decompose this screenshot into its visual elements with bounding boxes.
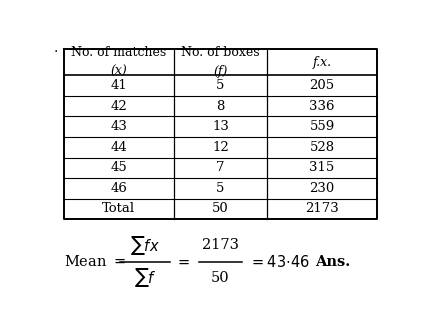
Text: 5: 5 <box>216 79 224 92</box>
Text: 559: 559 <box>310 120 335 133</box>
Text: 50: 50 <box>211 271 230 285</box>
Text: Mean $=$: Mean $=$ <box>64 254 126 269</box>
Text: 50: 50 <box>212 202 229 215</box>
Text: f.x.: f.x. <box>313 56 332 69</box>
Text: 45: 45 <box>111 161 127 174</box>
Text: $=$: $=$ <box>175 255 191 269</box>
Text: No. of matches: No. of matches <box>71 46 166 59</box>
Text: 42: 42 <box>111 100 127 113</box>
Text: (f): (f) <box>213 65 227 78</box>
Text: 41: 41 <box>111 79 127 92</box>
Text: 336: 336 <box>309 100 335 113</box>
Text: $\sum$$\mathit{fx}$: $\sum$$\mathit{fx}$ <box>130 234 160 257</box>
Text: 2173: 2173 <box>202 239 239 253</box>
Text: 2173: 2173 <box>305 202 339 215</box>
Text: 528: 528 <box>310 141 335 154</box>
Text: No. of boxes: No. of boxes <box>181 46 260 59</box>
Text: 7: 7 <box>216 161 224 174</box>
Text: 230: 230 <box>310 182 335 195</box>
Text: $= 43{\cdot}46$: $= 43{\cdot}46$ <box>249 254 310 270</box>
Text: 8: 8 <box>216 100 224 113</box>
Text: 46: 46 <box>111 182 127 195</box>
Text: 5: 5 <box>216 182 224 195</box>
Text: Ans.: Ans. <box>315 255 350 269</box>
Text: 44: 44 <box>111 141 127 154</box>
Text: 12: 12 <box>212 141 229 154</box>
Text: 43: 43 <box>111 120 127 133</box>
Text: ·: · <box>54 45 58 59</box>
Text: 315: 315 <box>310 161 335 174</box>
Text: 205: 205 <box>310 79 335 92</box>
Text: Total: Total <box>102 202 135 215</box>
Text: (x): (x) <box>111 65 127 78</box>
Text: 13: 13 <box>212 120 229 133</box>
Text: $\sum$$\mathit{f}$: $\sum$$\mathit{f}$ <box>134 266 157 290</box>
